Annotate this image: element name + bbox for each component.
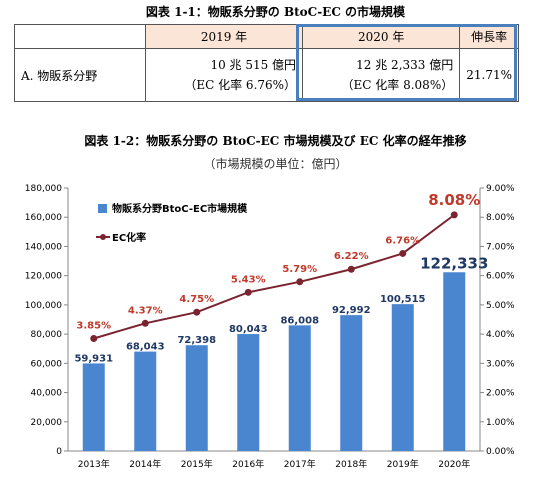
bar: [82, 363, 105, 451]
ec-rate-label: 6.22%: [334, 251, 369, 262]
y-right-tick-label: 2.00%: [486, 389, 515, 399]
y-left-tick-label: 60,000: [31, 359, 63, 369]
x-tick-label: 2014年: [129, 458, 161, 470]
y-right-tick-label: 0.00%: [486, 447, 515, 457]
ec-rate-label: 8.08%: [428, 191, 480, 209]
y-right-tick-label: 1.00%: [486, 418, 515, 428]
ec-rate-point: [141, 319, 149, 327]
table-row: A. 物販系分野 10 兆 515 億円 （EC 化率 6.76%） 12 兆 …: [14, 48, 519, 102]
bar: [340, 315, 363, 451]
ec-rate-label: 6.76%: [385, 235, 420, 246]
bar-value-label: 68,043: [126, 342, 165, 353]
bar: [134, 351, 157, 451]
ec-rate-label: 5.43%: [231, 274, 266, 285]
y-right-tick-label: 3.00%: [486, 359, 515, 369]
ec-rate-line: [93, 214, 455, 340]
y-right-tick-label: 7.00%: [486, 242, 515, 252]
cell-2020-size: 12 兆 2,333 億円: [356, 58, 454, 72]
ec-rate-point: [399, 249, 407, 257]
x-tick-label: 2020年: [438, 458, 470, 470]
y-left-tick-label: 100,000: [25, 301, 62, 311]
cell-growth: 21.71%: [459, 48, 519, 102]
bar: [443, 272, 466, 451]
bar: [185, 345, 208, 451]
cell-2020-rate: （EC 化率 8.08%）: [341, 78, 454, 92]
ec-rate-point: [90, 334, 98, 342]
legend: 物販系分野BtoC-EC市場規模 EC化率: [96, 202, 248, 244]
bar-value-label: 80,043: [229, 324, 268, 335]
x-tick-label: 2013年: [78, 458, 110, 470]
legend-bar-label: 物販系分野BtoC-EC市場規模: [112, 202, 248, 215]
ec-rate-label: 5.79%: [282, 264, 317, 275]
chart-unit: （市場規模の単位：億円）: [203, 157, 348, 171]
y-right-tick-label: 4.00%: [486, 330, 515, 340]
y-left-tick-label: 140,000: [25, 242, 62, 252]
cell-2019-size: 10 兆 515 億円: [210, 58, 297, 72]
ec-rate-point: [244, 288, 252, 296]
x-tick-label: 2018年: [335, 458, 367, 470]
x-tick-label: 2016年: [232, 458, 264, 470]
row-label: A. 物販系分野: [14, 48, 146, 102]
table-header-row: 2019 年 2020 年 伸長率: [14, 24, 519, 49]
bar-value-label: 86,008: [280, 315, 319, 326]
ec-rate-point: [193, 308, 201, 316]
y-right-tick-label: 8.00%: [486, 213, 515, 223]
bar-series: 59,931 68,043 72,398 80,043 86,008 92,992 100,…: [74, 254, 488, 451]
legend-line-marker: [100, 234, 106, 240]
cell-2020: 12 兆 2,333 億円 （EC 化率 8.08%）: [302, 48, 461, 102]
bar-value-label: 72,398: [177, 335, 216, 346]
bar: [237, 334, 260, 451]
bar-value-label: 122,333: [420, 254, 488, 272]
line-series: 3.85% 4.37% 4.75% 5.43% 5.79% 6.22% 6.76% 8.08%: [76, 191, 480, 342]
y-left-tick-label: 40,000: [31, 389, 63, 399]
cell-2019: 10 兆 515 億円 （EC 化率 6.76%）: [144, 48, 304, 102]
ec-rate-label: 4.75%: [179, 294, 214, 305]
bar: [391, 304, 414, 451]
y-right-tick-label: 6.00%: [486, 272, 515, 282]
y-left-tick-label: 80,000: [31, 330, 63, 340]
ec-rate-point: [450, 211, 458, 219]
ec-rate-point: [296, 278, 304, 286]
bar-value-label: 92,992: [332, 305, 371, 316]
market-size-table: 2019 年 2020 年 伸長率 A. 物販系分野 10 兆 515 億円 （…: [14, 24, 519, 102]
legend-line-label: EC化率: [112, 231, 146, 244]
y-left-tick-label: 180,000: [25, 184, 62, 194]
chart-title: 図表 1-2：物販系分野の BtoC-EC 市場規模及び EC 化率の経年推移: [84, 134, 467, 148]
y-left-tick-label: 120,000: [25, 272, 62, 282]
y-right-tick-label: 9.00%: [486, 184, 515, 194]
cell-2019-rate: （EC 化率 6.76%）: [184, 78, 297, 92]
y-left-tick-label: 0: [56, 447, 62, 457]
ec-rate-point: [347, 265, 355, 273]
y-left-tick-label: 160,000: [25, 213, 62, 223]
table-title: 図表 1-1：物販系分野の BtoC-EC の市場規模: [145, 5, 406, 19]
x-tick-label: 2017年: [284, 458, 316, 470]
bar-value-label: 59,931: [74, 353, 113, 364]
ec-rate-label: 3.85%: [76, 320, 111, 331]
bar: [288, 325, 311, 451]
legend-bar-swatch: [98, 204, 107, 213]
x-tick-label: 2019年: [387, 458, 419, 470]
x-tick-label: 2015年: [181, 458, 213, 470]
bar-value-label: 100,515: [380, 294, 426, 305]
y-right-tick-label: 5.00%: [486, 301, 515, 311]
ec-rate-label: 4.37%: [128, 305, 163, 316]
y-left-tick-label: 20,000: [31, 418, 63, 428]
